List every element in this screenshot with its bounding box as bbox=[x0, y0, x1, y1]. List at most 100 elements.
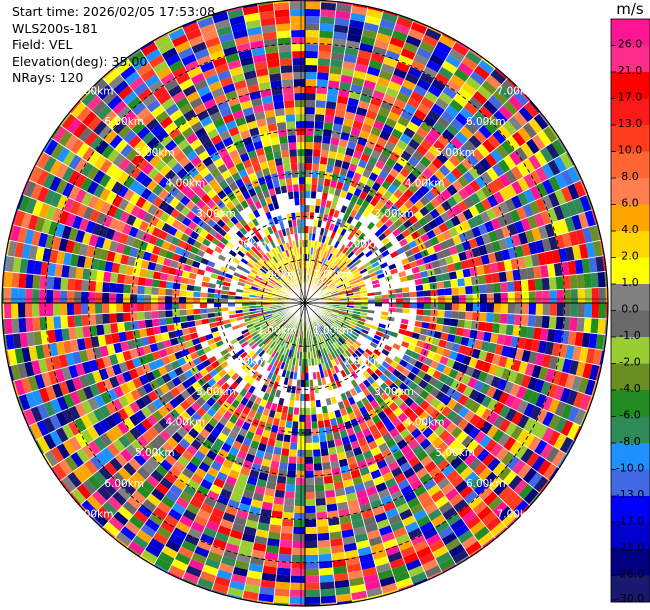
ray-gate bbox=[99, 159, 113, 174]
ray-gate bbox=[361, 566, 378, 577]
ray-gate bbox=[420, 138, 433, 151]
ray-gate bbox=[152, 184, 164, 196]
ray-gate bbox=[200, 115, 213, 128]
ray-gate bbox=[484, 351, 495, 364]
ray-gate bbox=[344, 329, 352, 336]
ray-gate bbox=[498, 418, 512, 433]
ray-gate bbox=[136, 62, 153, 77]
ray-gate bbox=[355, 106, 368, 117]
ray-gate bbox=[318, 342, 323, 350]
ray-gate bbox=[108, 217, 120, 231]
ray-gate bbox=[423, 309, 431, 317]
ray-gate bbox=[156, 255, 166, 265]
ray-gate bbox=[377, 488, 391, 500]
ray-gate bbox=[486, 312, 494, 323]
ray-gate bbox=[425, 59, 442, 73]
ray-gate bbox=[266, 355, 274, 364]
ray-gate bbox=[95, 357, 106, 371]
ray-gate bbox=[68, 185, 81, 201]
ray-gate bbox=[496, 214, 508, 228]
ray-gate bbox=[388, 293, 396, 299]
ray-gate bbox=[292, 329, 297, 337]
ray-gate bbox=[293, 519, 305, 528]
ray-gate bbox=[343, 367, 351, 376]
ray-gate bbox=[146, 493, 161, 507]
ray-gate bbox=[419, 72, 435, 85]
ray-gate bbox=[416, 303, 424, 310]
ray-gate bbox=[272, 288, 280, 293]
ray-gate bbox=[402, 303, 411, 309]
ray-gate bbox=[105, 163, 119, 178]
ray-gate bbox=[249, 440, 260, 450]
ray-gate bbox=[274, 344, 281, 352]
ray-gate bbox=[25, 391, 38, 409]
ray-gate bbox=[81, 146, 96, 162]
ray-gate bbox=[159, 116, 174, 129]
ray-gate bbox=[320, 149, 330, 158]
ray-gate bbox=[579, 195, 592, 213]
ray-gate bbox=[102, 67, 116, 80]
ray-gate bbox=[488, 230, 499, 243]
ray-gate bbox=[422, 426, 434, 439]
ray-gate bbox=[279, 311, 287, 316]
ray-gate bbox=[390, 128, 403, 140]
ray-gate bbox=[247, 220, 256, 230]
ray-gate bbox=[262, 344, 270, 352]
ray-gate bbox=[230, 338, 239, 345]
ray-gate bbox=[274, 411, 282, 420]
ray-gate bbox=[445, 358, 456, 369]
ray-gate bbox=[321, 462, 332, 471]
ray-gate bbox=[405, 35, 422, 48]
ray-gate bbox=[457, 87, 473, 102]
ray-gate bbox=[375, 219, 385, 229]
ray-gate bbox=[472, 293, 481, 303]
ray-gate bbox=[315, 497, 327, 506]
ray-gate bbox=[367, 306, 375, 311]
ray-gate bbox=[336, 363, 344, 372]
ray-gate bbox=[553, 329, 563, 344]
ray-gate bbox=[274, 283, 282, 289]
ray-gate bbox=[317, 539, 331, 548]
ray-gate bbox=[356, 337, 364, 345]
ray-gate bbox=[94, 394, 106, 408]
ray-gate bbox=[310, 261, 314, 269]
ray-gate bbox=[167, 353, 178, 363]
ray-gate bbox=[310, 184, 318, 192]
ray-gate bbox=[329, 59, 344, 68]
ray-gate bbox=[441, 324, 451, 334]
ray-gate bbox=[507, 303, 515, 314]
ray-gate bbox=[108, 74, 125, 90]
ray-gate bbox=[459, 126, 474, 140]
ray-gate bbox=[522, 432, 536, 448]
ray-gate bbox=[244, 283, 252, 289]
ray-gate bbox=[487, 457, 501, 472]
ray-gate bbox=[569, 274, 578, 290]
ray-gate bbox=[454, 112, 469, 127]
ray-gate bbox=[521, 291, 529, 303]
ray-gate bbox=[190, 155, 203, 167]
ray-gate bbox=[146, 269, 155, 279]
ray-gate bbox=[506, 281, 515, 293]
ray-gate bbox=[570, 303, 578, 318]
ray-gate bbox=[30, 183, 43, 201]
ray-gate bbox=[400, 109, 414, 122]
ray-gate bbox=[129, 348, 139, 360]
ray-gate bbox=[390, 104, 404, 116]
ray-gate bbox=[429, 386, 440, 398]
ray-separator bbox=[69, 302, 306, 495]
ray-gate bbox=[118, 263, 127, 275]
ray-gate bbox=[330, 52, 345, 61]
ray-gate bbox=[367, 355, 376, 364]
ray-gate bbox=[395, 307, 403, 314]
ray-gate bbox=[445, 387, 457, 399]
ray-gate bbox=[136, 294, 145, 303]
ray-gate bbox=[487, 252, 497, 264]
ray-gate bbox=[117, 198, 130, 211]
ray-gate bbox=[458, 286, 466, 295]
ray-gate bbox=[419, 438, 432, 450]
ray-gate bbox=[139, 328, 148, 338]
ray-gate bbox=[10, 303, 19, 319]
ray-gate bbox=[193, 285, 202, 292]
ray-gate bbox=[387, 352, 396, 361]
ray-gate bbox=[147, 335, 157, 345]
